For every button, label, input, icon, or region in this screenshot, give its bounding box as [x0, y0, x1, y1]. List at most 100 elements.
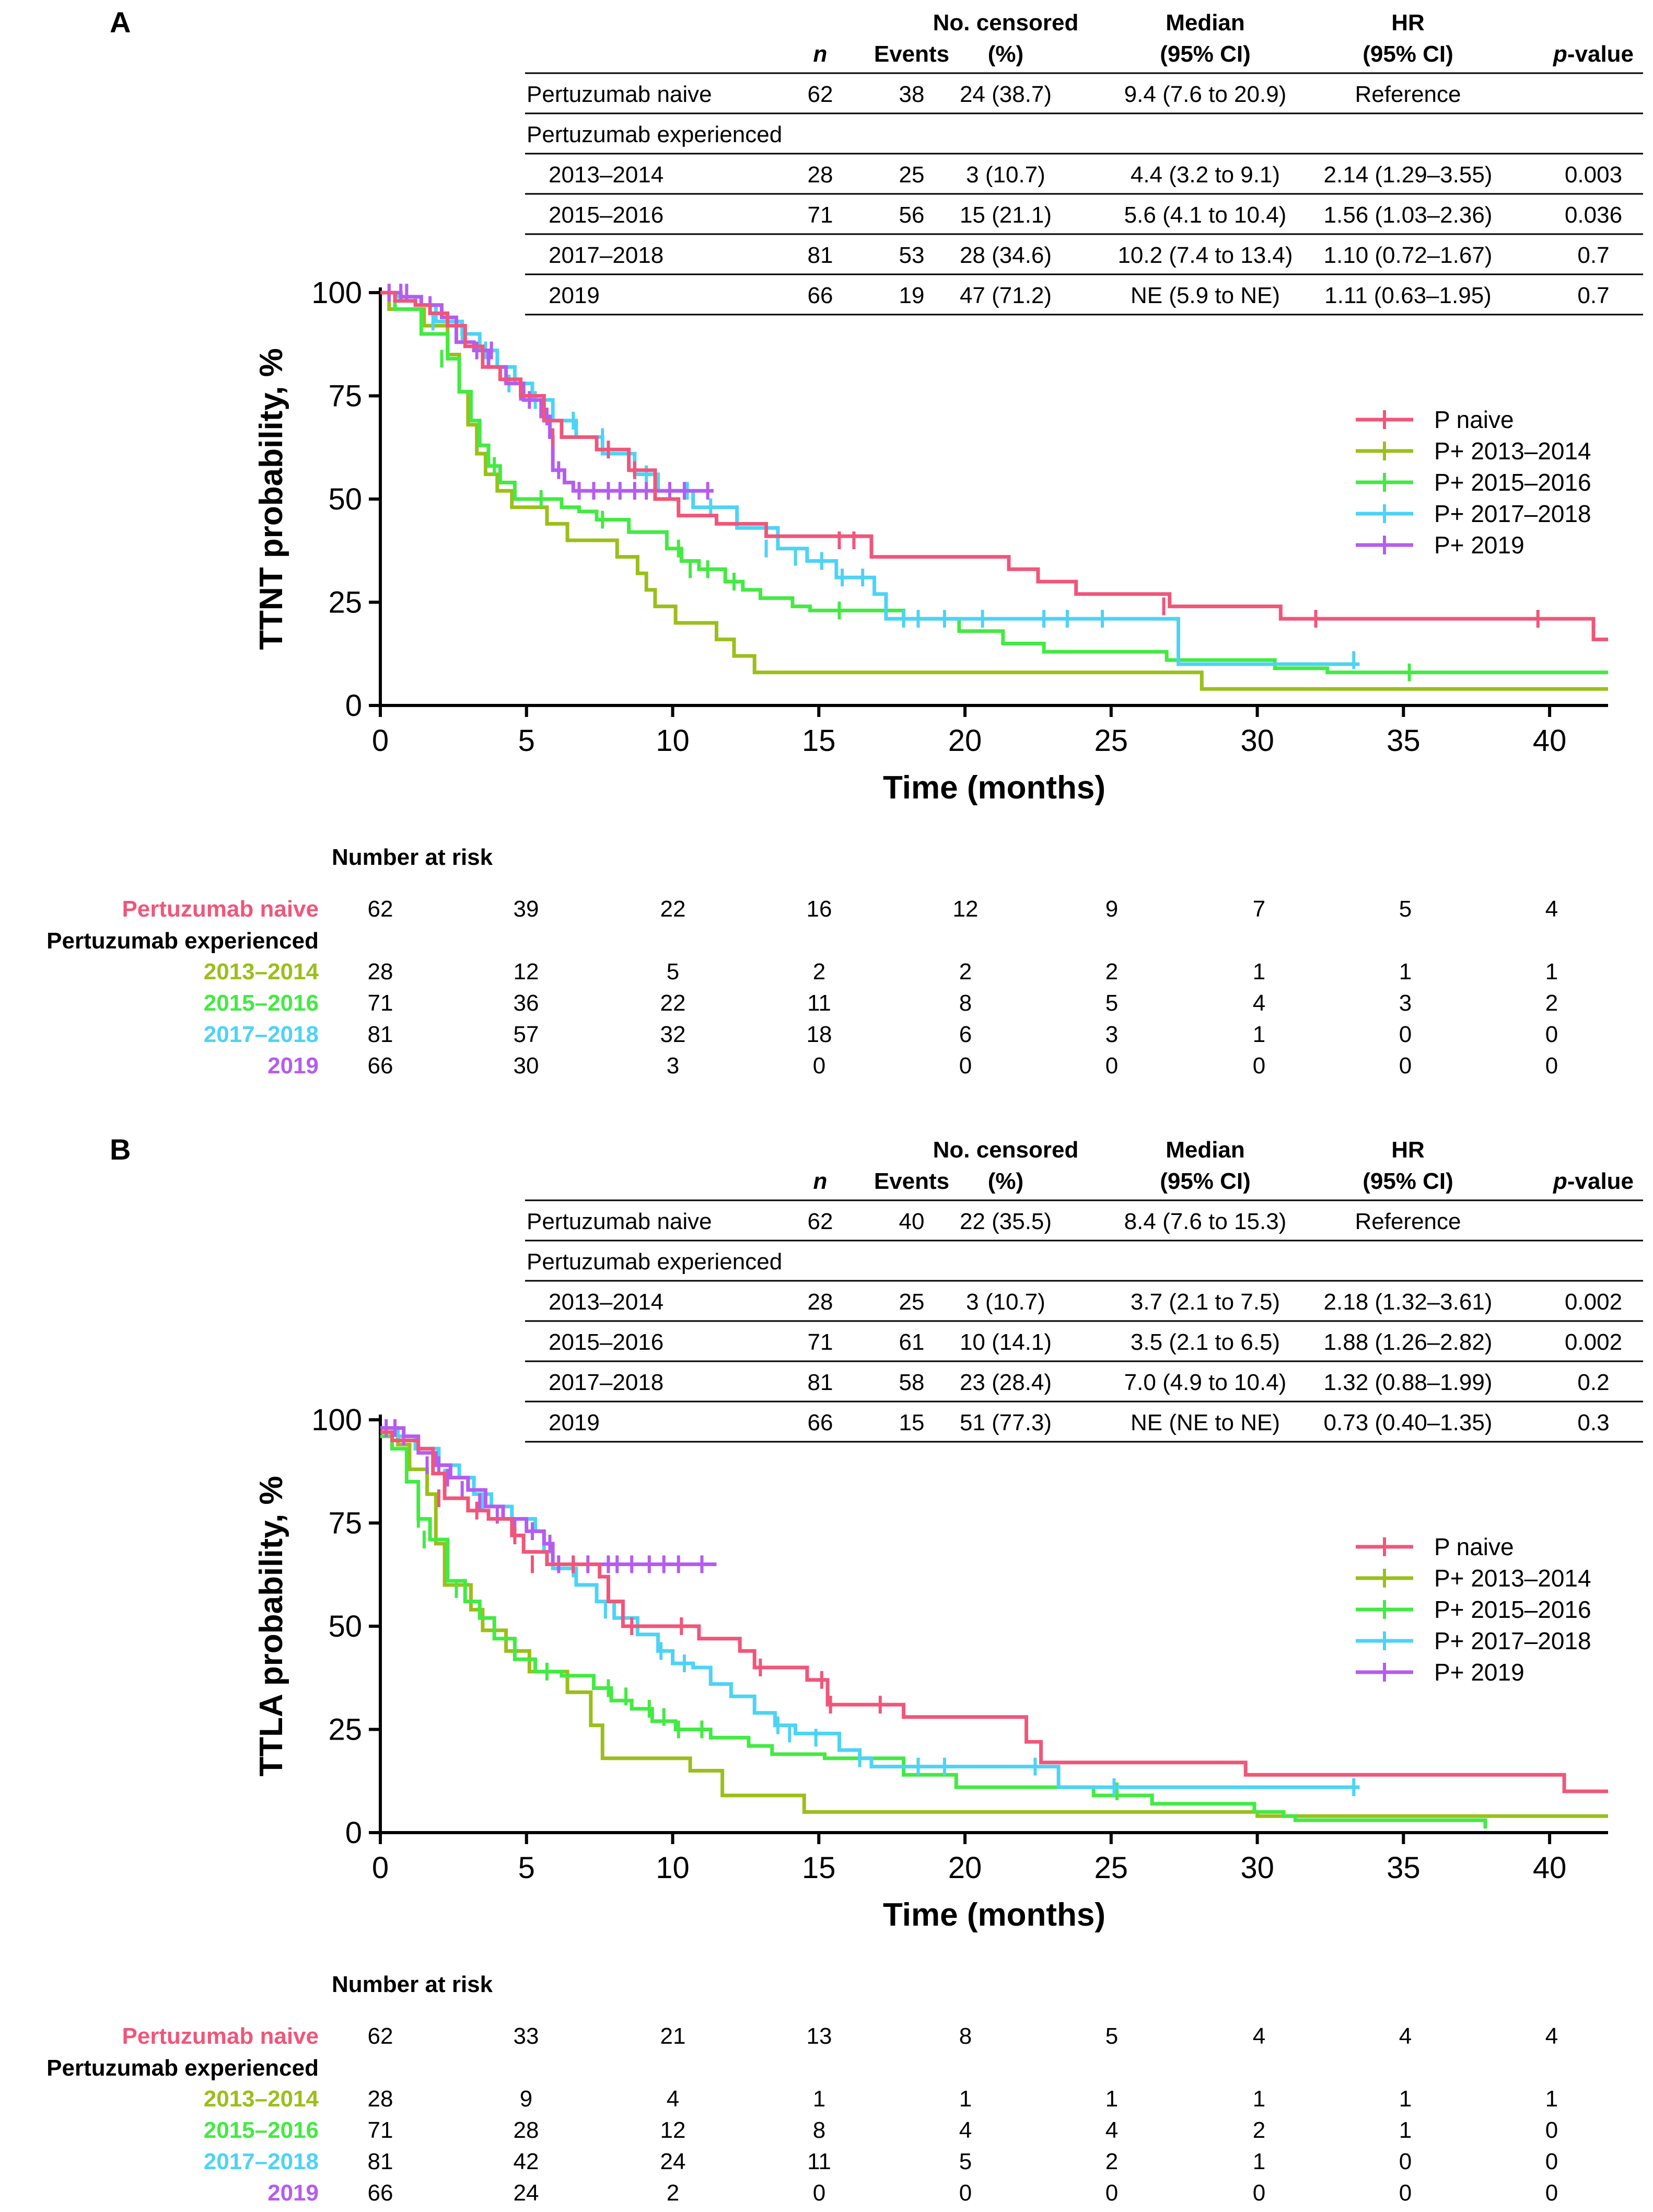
- table-cell-events: 38: [899, 82, 925, 107]
- table-cell-median: 9.4 (7.6 to 20.9): [1124, 82, 1287, 107]
- risk-count: 66: [368, 2180, 393, 2206]
- table-cell-median: 4.4 (3.2 to 9.1): [1131, 162, 1280, 188]
- risk-count: 4: [1253, 2023, 1265, 2049]
- risk-count: 12: [953, 896, 979, 922]
- km-curve-naive: [380, 291, 1608, 642]
- risk-count: 7: [1253, 896, 1265, 922]
- risk-count: 0: [1105, 1053, 1118, 1079]
- table-cell-censored: 3 (10.7): [966, 162, 1045, 188]
- risk-count: 2: [1105, 959, 1118, 985]
- risk-title: Number at risk: [332, 1972, 493, 1997]
- header-p-italic: p: [1553, 1168, 1567, 1194]
- x-tick-label: 35: [1387, 1851, 1421, 1885]
- header-median-ci: (95% CI): [1160, 41, 1251, 67]
- x-tick-label: 20: [948, 724, 982, 758]
- x-tick-label: 30: [1240, 724, 1274, 758]
- table-cell-hr: 2.14 (1.29–3.55): [1324, 162, 1493, 188]
- table-row-label: 2013–2014: [549, 1289, 663, 1315]
- table-cell-p: 0.036: [1565, 202, 1622, 228]
- legend-label: P+ 2017–2018: [1434, 1627, 1591, 1654]
- risk-count: 8: [813, 2117, 825, 2143]
- table-row-label: 2017–2018: [549, 242, 663, 268]
- risk-label-naive: Pertuzumab naive: [122, 896, 319, 922]
- table-cell-n: 28: [808, 1289, 833, 1315]
- legend-label: P+ 2013–2014: [1434, 437, 1591, 465]
- header-n: n: [813, 41, 828, 67]
- risk-count: 22: [660, 896, 686, 922]
- table-cell-hr: 1.10 (0.72–1.67): [1324, 242, 1493, 268]
- table-cell-censored: 22 (35.5): [960, 1209, 1052, 1234]
- table-cell-events: 25: [899, 1289, 925, 1315]
- y-tick-label: 0: [345, 1816, 362, 1850]
- risk-count: 24: [514, 2180, 539, 2206]
- risk-count: 66: [368, 1053, 393, 1079]
- y-tick-label: 0: [345, 689, 362, 723]
- table-cell-censored: 23 (28.4): [960, 1370, 1052, 1395]
- x-tick-label: 0: [372, 724, 389, 758]
- risk-label-p13: 2013–2014: [204, 959, 319, 985]
- risk-label-p13: 2013–2014: [204, 2086, 319, 2112]
- header-events: Events: [874, 41, 949, 67]
- risk-count: 28: [514, 2117, 539, 2143]
- table-cell-n: 81: [808, 242, 833, 268]
- x-tick-label: 0: [372, 1851, 389, 1885]
- table-cell-n: 81: [808, 1370, 833, 1395]
- table-cell-n: 62: [808, 1209, 833, 1234]
- risk-label-experienced: Pertuzumab experienced: [46, 928, 319, 954]
- table-cell-p: 0.003: [1565, 162, 1622, 188]
- km-curve-p17: [380, 291, 1360, 666]
- risk-count: 3: [1105, 1022, 1118, 1047]
- x-tick-label: 40: [1533, 1851, 1567, 1885]
- table-row-label: 2019: [549, 283, 600, 308]
- risk-count: 5: [959, 2149, 972, 2174]
- table-cell-p: 0.2: [1577, 1370, 1609, 1395]
- risk-count: 0: [959, 1053, 972, 1079]
- header-censored-unit: (%): [988, 41, 1023, 67]
- header-censored: No. censored: [933, 1137, 1079, 1163]
- risk-count: 5: [667, 959, 679, 985]
- risk-count: 1: [1253, 959, 1265, 985]
- legend-label: P naive: [1434, 1533, 1514, 1560]
- risk-count: 0: [1545, 2180, 1558, 2206]
- table-cell-median: 3.5 (2.1 to 6.5): [1131, 1329, 1280, 1355]
- risk-count: 1: [1105, 2086, 1118, 2112]
- table-row-label: 2015–2016: [549, 1329, 663, 1355]
- legend-label: P naive: [1434, 406, 1514, 433]
- table-cell-n: 71: [808, 202, 833, 228]
- risk-label-p15: 2015–2016: [204, 2117, 319, 2143]
- header-n: n: [813, 1168, 828, 1194]
- table-cell-p: 0.7: [1577, 283, 1609, 308]
- risk-count: 0: [1253, 2180, 1265, 2206]
- risk-count: 4: [1105, 2117, 1118, 2143]
- table-cell-median: 3.7 (2.1 to 7.5): [1131, 1289, 1280, 1315]
- table-cell-censored: 15 (21.1): [960, 202, 1052, 228]
- table-cell-n: 62: [808, 82, 833, 107]
- x-tick-label: 35: [1387, 724, 1421, 758]
- risk-count: 22: [660, 990, 686, 1016]
- risk-title: Number at risk: [332, 844, 493, 870]
- risk-count: 4: [1253, 990, 1265, 1016]
- legend-label: P+ 2019: [1434, 1659, 1524, 1686]
- risk-count: 5: [1105, 990, 1118, 1016]
- risk-count: 12: [660, 2117, 686, 2143]
- risk-count: 9: [520, 2086, 532, 2112]
- table-row-label: 2013–2014: [549, 162, 663, 188]
- risk-count: 0: [1545, 2149, 1558, 2174]
- km-curve-p19: [380, 291, 714, 493]
- table-cell-censored: 3 (10.7): [966, 1289, 1045, 1315]
- risk-label-p15: 2015–2016: [204, 990, 319, 1016]
- table-cell-n: 66: [808, 283, 833, 308]
- table-cell-censored: 51 (77.3): [960, 1410, 1052, 1435]
- risk-count: 0: [1253, 1053, 1265, 1079]
- table-row-label: 2019: [549, 1410, 600, 1435]
- table-row-label: Pertuzumab naive: [527, 1209, 712, 1234]
- risk-count: 4: [1545, 2023, 1558, 2049]
- y-axis-label: TTNT probability, %: [253, 348, 289, 650]
- y-tick-label: 25: [328, 1713, 362, 1747]
- table-cell-events: 25: [899, 162, 925, 188]
- x-tick-label: 5: [518, 1851, 535, 1885]
- table-cell-n: 66: [808, 1410, 833, 1435]
- table-cell-events: 15: [899, 1410, 925, 1435]
- risk-count: 5: [1105, 2023, 1118, 2049]
- risk-label-naive: Pertuzumab naive: [122, 2023, 319, 2049]
